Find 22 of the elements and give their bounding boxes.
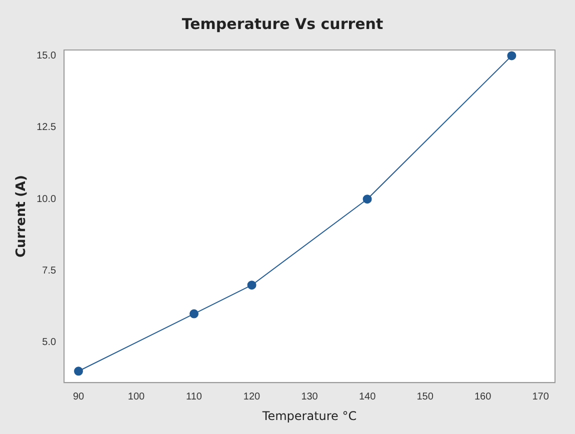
y-tick-label: 12.5: [36, 122, 56, 134]
chart-title: Temperature Vs current: [182, 14, 384, 33]
x-tick-label: 170: [532, 391, 550, 402]
x-tick-label: 160: [474, 391, 492, 402]
x-tick-label: 110: [186, 391, 202, 402]
y-tick-label: 7.5: [42, 266, 56, 277]
y-tick-label: 5.0: [42, 337, 56, 348]
point: [362, 194, 372, 204]
point: [507, 51, 516, 60]
y-tick-label: 10.0: [36, 194, 56, 205]
point: [74, 366, 83, 376]
point: [190, 309, 199, 318]
x-tick-label: 130: [301, 391, 318, 402]
point: [247, 280, 256, 290]
y-axis-title: Current (A): [14, 175, 30, 258]
x-tick-label: 90: [72, 391, 84, 402]
x-tick-label: 140: [358, 391, 376, 402]
y-tick-label: 15.0: [36, 50, 56, 62]
x-tick-label: 100: [128, 391, 146, 402]
x-tick-label: 150: [416, 391, 434, 402]
x-tick-label: 120: [243, 391, 261, 402]
x-axis-title: Temperature °C: [261, 408, 357, 423]
